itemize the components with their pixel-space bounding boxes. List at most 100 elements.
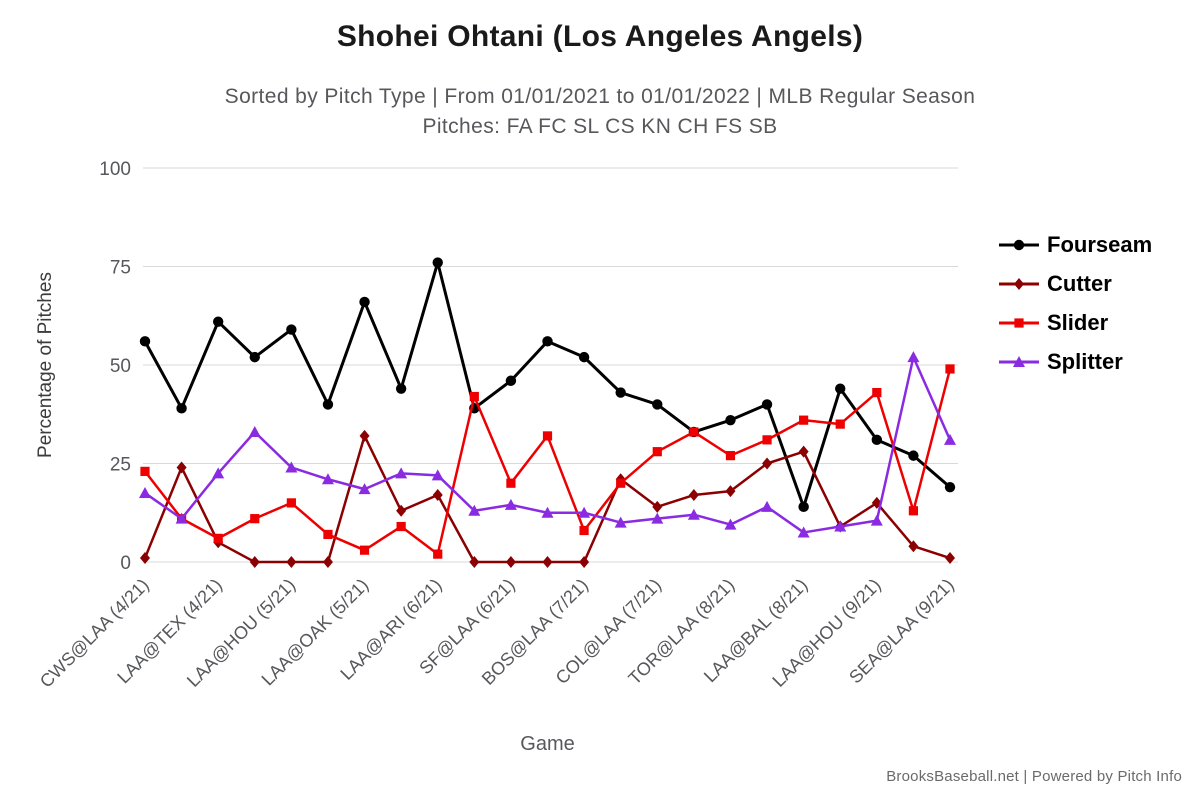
y-tick-label: 50 (110, 356, 131, 377)
legend-item-slider: Slider (998, 310, 1152, 336)
data-point (250, 514, 260, 524)
data-point (432, 257, 443, 268)
data-point (652, 399, 663, 410)
legend-marker-icon (999, 318, 1039, 328)
data-point (542, 431, 553, 441)
data-point (468, 504, 481, 516)
data-point (907, 351, 920, 363)
y-tick-label: 0 (120, 553, 131, 574)
y-tick-label: 25 (110, 455, 131, 476)
data-point (542, 336, 553, 347)
data-point (945, 552, 955, 565)
data-point (725, 451, 736, 461)
series-line-fourseam (143, 261, 951, 509)
data-point (248, 425, 261, 437)
data-point (176, 403, 187, 414)
data-point (944, 433, 956, 445)
chart-subtitle: Sorted by Pitch Type | From 01/01/2021 t… (224, 85, 976, 108)
data-point (687, 508, 700, 520)
data-point (322, 399, 334, 410)
data-point (835, 383, 846, 394)
data-point (213, 533, 223, 543)
series-slider (140, 364, 955, 559)
data-point (652, 500, 663, 513)
data-point (908, 450, 919, 461)
legend-marker-icon (999, 278, 1039, 290)
data-point (834, 520, 847, 532)
data-point (286, 498, 296, 508)
legend-label: Splitter (1047, 349, 1123, 374)
data-point (799, 415, 809, 425)
data-point (395, 383, 407, 394)
legend-item-splitter: Splitter (998, 349, 1152, 375)
data-point (469, 556, 480, 568)
data-point (504, 498, 517, 510)
data-point (761, 399, 773, 410)
y-tick-label: 100 (99, 159, 131, 180)
legend-item-cutter: Cutter (998, 271, 1152, 297)
data-point (139, 487, 151, 499)
data-point (579, 556, 590, 568)
data-point (871, 434, 883, 446)
data-point (139, 336, 151, 347)
data-point (762, 435, 772, 445)
series-splitter (139, 351, 956, 538)
y-axis-title: Percentage of Pitches (35, 272, 56, 458)
data-point (249, 351, 260, 363)
data-point (469, 391, 479, 402)
data-point (945, 364, 955, 374)
legend-marker-icon (999, 356, 1039, 367)
data-point (286, 556, 297, 568)
data-point (1014, 318, 1024, 328)
legend-item-fourseam: Fourseam (998, 232, 1152, 258)
chart-subtitle-pitches: Pitches: FA FC SL CS KN CH FS SB (422, 115, 778, 138)
data-point (1013, 239, 1025, 251)
data-point (944, 481, 956, 493)
data-point (578, 351, 590, 363)
series-line-cutter (143, 434, 951, 564)
data-point (541, 506, 554, 518)
data-point (212, 316, 224, 327)
data-point (908, 540, 919, 553)
data-point (798, 501, 809, 513)
data-point (762, 457, 773, 470)
series-fourseam (139, 257, 956, 513)
data-point (725, 414, 736, 426)
data-point (358, 483, 371, 495)
data-point (176, 461, 187, 474)
series-line-slider (144, 368, 952, 556)
data-point (433, 549, 443, 559)
data-point (761, 500, 774, 512)
data-point (359, 545, 370, 555)
legend-label: Cutter (1047, 271, 1112, 296)
data-point (724, 518, 737, 530)
x-axis-title: Game (520, 733, 575, 755)
data-point (725, 485, 736, 498)
data-point (396, 521, 406, 532)
data-point (652, 447, 662, 457)
data-point (395, 467, 408, 479)
legend-label: Fourseam (1047, 232, 1153, 257)
legend: Fourseam Cutter Slider Splitter (998, 232, 1152, 388)
data-point (321, 473, 334, 485)
data-point (614, 516, 627, 528)
credit-text: BrooksBaseball.net | Powered by Pitch In… (886, 768, 1182, 785)
legend-label: Slider (1047, 310, 1109, 335)
data-point (872, 387, 882, 398)
data-point (431, 469, 444, 481)
chart-title: Shohei Ohtani (Los Angeles Angels) (336, 20, 864, 53)
data-point (505, 375, 517, 386)
data-point (615, 387, 626, 398)
series-cutter (140, 429, 955, 568)
data-point (359, 429, 370, 442)
data-point (797, 526, 810, 538)
data-point (835, 419, 845, 429)
data-point (505, 556, 516, 568)
data-point (688, 489, 699, 502)
data-point (285, 461, 298, 473)
data-point (323, 529, 333, 540)
y-tick-label: 75 (110, 258, 131, 279)
data-point (432, 489, 443, 502)
data-point (286, 324, 297, 335)
